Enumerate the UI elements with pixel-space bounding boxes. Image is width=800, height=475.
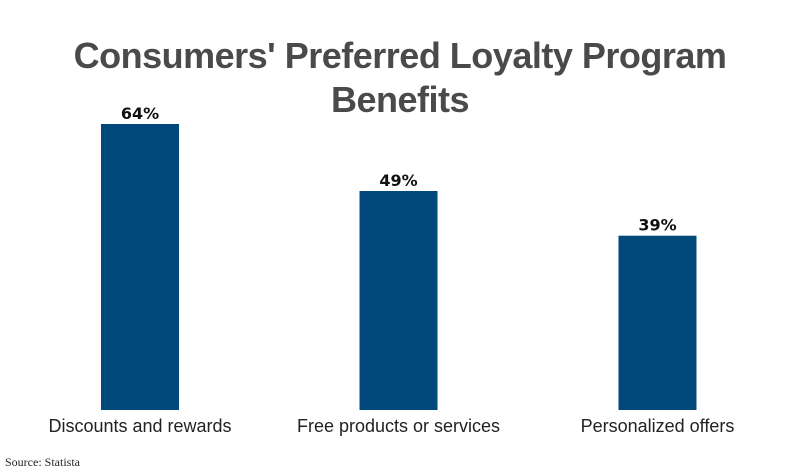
category-label-2: Free products or services bbox=[297, 416, 500, 436]
labels-layer: 64% Discounts and rewards 49% Free products… bbox=[48, 104, 734, 436]
category-label-3: Personalized offers bbox=[581, 416, 735, 436]
bars-layer bbox=[101, 124, 697, 410]
value-label-2: 49% bbox=[379, 171, 417, 190]
chart-title: Consumers' Preferred Loyalty Program Ben… bbox=[73, 35, 727, 120]
category-label-1: Discounts and rewards bbox=[48, 416, 231, 436]
bar-3 bbox=[618, 235, 697, 410]
value-label-3: 39% bbox=[638, 216, 676, 235]
bar-2 bbox=[359, 191, 438, 410]
value-label-1: 64% bbox=[121, 104, 159, 123]
source-note: Source: Statista bbox=[5, 455, 80, 469]
bar-1 bbox=[101, 124, 179, 410]
